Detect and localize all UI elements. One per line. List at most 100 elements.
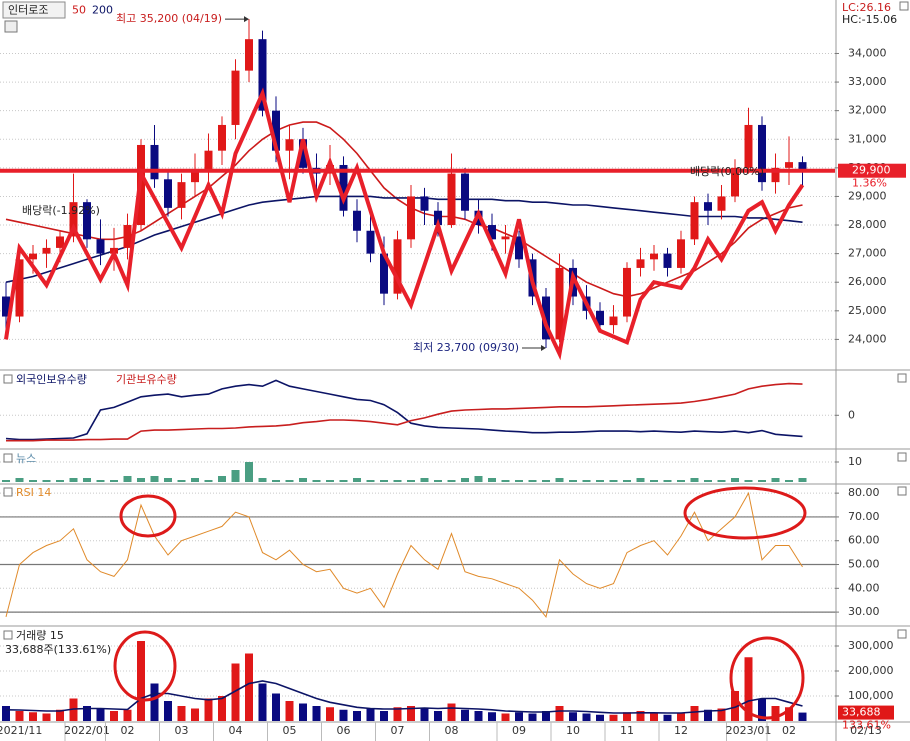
bar [407, 480, 415, 482]
panel-title: 뉴스 [16, 452, 36, 465]
chart-title: 인터로조 [8, 4, 48, 17]
bar [596, 714, 604, 721]
bar [245, 462, 253, 482]
x-tick-label: 05 [283, 724, 297, 737]
bar [758, 480, 766, 482]
bar [353, 478, 361, 482]
bar [609, 714, 618, 721]
y-tick-label: 60.00 [848, 534, 880, 547]
bar [461, 478, 469, 482]
candle-body [798, 162, 807, 171]
bar [285, 480, 294, 482]
bar [515, 480, 523, 482]
bar [56, 709, 64, 721]
y-tick-label: 31,000 [848, 132, 887, 145]
candle-body [258, 39, 267, 111]
bar [528, 713, 537, 721]
y-tick-label: 34,000 [848, 46, 887, 59]
last-value-box [838, 705, 894, 720]
candle-body [731, 167, 739, 197]
candle-body [299, 139, 307, 168]
panel-button[interactable] [897, 452, 907, 462]
candle-body [555, 267, 564, 340]
bar [380, 711, 388, 721]
panel-button[interactable] [899, 1, 909, 11]
bar [731, 478, 739, 482]
candle-body [785, 162, 793, 168]
bar [677, 480, 685, 482]
level-label-box [838, 163, 906, 178]
x-tick-label: 2021/11 [0, 724, 42, 737]
highlight-circle [729, 636, 805, 720]
bar [366, 708, 375, 721]
candle-body [623, 267, 631, 317]
bar [393, 480, 402, 482]
bar [29, 712, 37, 721]
bar [569, 712, 577, 721]
bar [96, 480, 105, 482]
candle-body [366, 230, 375, 254]
bar [744, 480, 753, 482]
bar [434, 711, 442, 721]
bar [177, 706, 186, 721]
bar [798, 478, 807, 482]
bar [717, 708, 726, 721]
candle-body [690, 202, 699, 240]
panel-button[interactable] [3, 453, 13, 463]
bar [191, 478, 199, 482]
bar [636, 711, 645, 721]
candle-body [677, 239, 685, 268]
annotation: 배당락(0.00%) [690, 165, 764, 178]
corner-label: LC:26.16 [842, 1, 891, 14]
panel-button[interactable] [897, 373, 907, 383]
y-tick-label: 33,000 [848, 75, 887, 88]
candle-body [542, 296, 550, 340]
bar [609, 480, 618, 482]
candle-body [218, 124, 226, 151]
candle-body [2, 296, 10, 317]
title-box[interactable] [2, 1, 66, 19]
annotation: 최고 35,200 (04/19) [116, 12, 222, 25]
bar [636, 478, 645, 482]
candle-body [663, 253, 672, 268]
bar [15, 711, 24, 721]
bar [110, 480, 118, 482]
bar [785, 480, 793, 482]
candle-body [42, 247, 51, 254]
bar [96, 708, 105, 721]
panel-button[interactable] [3, 630, 13, 640]
candle-body [164, 179, 172, 208]
bar [326, 707, 334, 721]
candle-body [488, 225, 496, 240]
candle-body [204, 150, 213, 171]
panel-button[interactable] [897, 629, 907, 639]
candle-body [717, 196, 726, 211]
panel-button[interactable] [897, 486, 907, 496]
bar [177, 480, 186, 482]
x-tick-label: 12 [674, 724, 688, 737]
panel-button[interactable] [3, 374, 13, 384]
grid-icon[interactable] [4, 20, 18, 33]
candle-body [420, 196, 429, 211]
bar [123, 476, 132, 482]
bar [690, 706, 699, 721]
bar [218, 696, 226, 721]
bar [299, 478, 307, 482]
panel-button[interactable] [3, 487, 13, 497]
bar [272, 480, 280, 482]
highlight-circle [683, 486, 807, 540]
bar [704, 709, 712, 721]
bar [258, 683, 267, 721]
candle-body [609, 316, 618, 326]
bar [83, 706, 91, 721]
bar [569, 480, 577, 482]
x-tick-label: 02 [121, 724, 135, 737]
panel-title: RSI 14 [16, 486, 51, 499]
bar [339, 709, 348, 721]
bar [461, 709, 469, 721]
level-change: 1.36% [852, 177, 887, 190]
annotation: 최저 23,700 (09/30) [413, 341, 519, 354]
annotation-arrowhead [541, 344, 546, 351]
bar [326, 480, 334, 482]
candle-body [447, 173, 456, 226]
